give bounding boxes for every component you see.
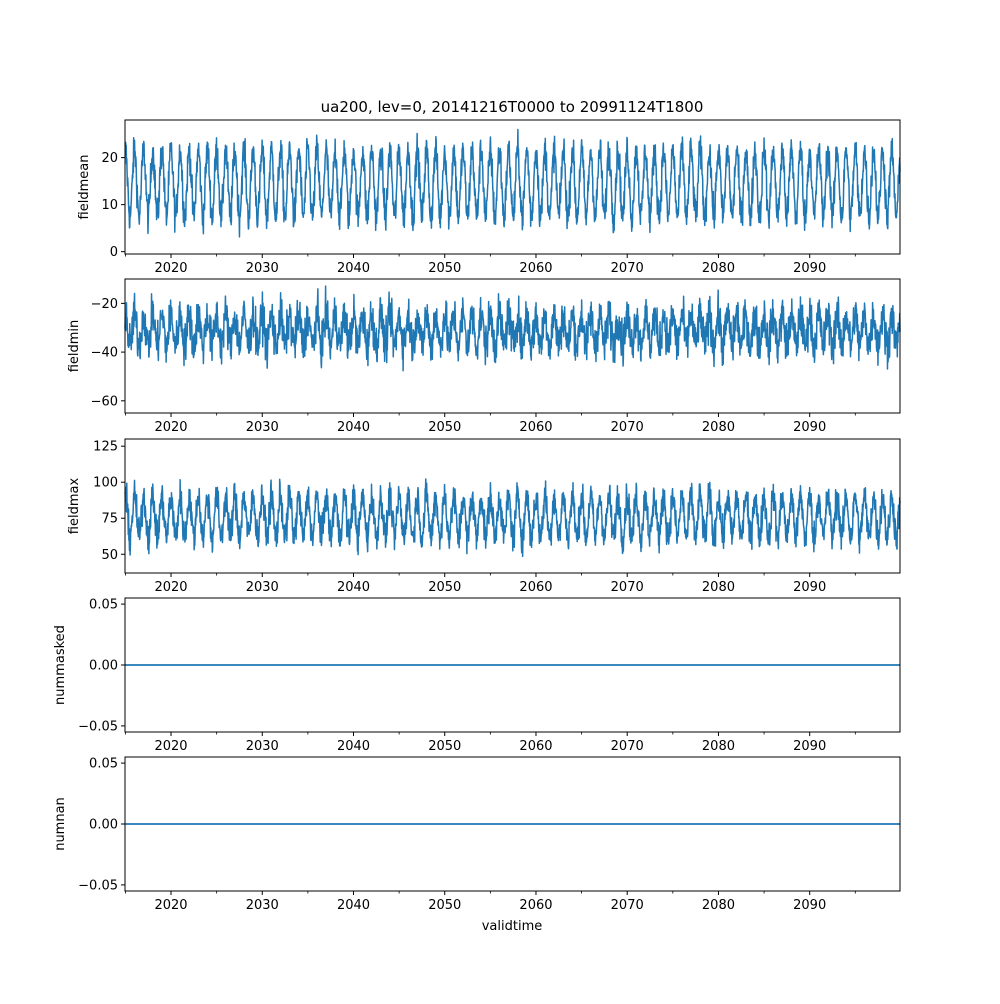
x-tick-label: 2020 bbox=[154, 580, 187, 595]
y-axis-label-numnan: numnan bbox=[53, 797, 68, 851]
x-tick-label: 2060 bbox=[519, 739, 552, 754]
x-tick-label: 2040 bbox=[337, 420, 370, 435]
panel-nummasked: −0.05 0.00 0.05 2020 2030 2040 2050 2060 2070 208… bbox=[53, 597, 901, 754]
x-tick-label: 2020 bbox=[154, 261, 187, 276]
x-tick-label: 2070 bbox=[611, 898, 644, 913]
y-tick-label: 125 bbox=[93, 440, 118, 455]
x-tick-label: 2050 bbox=[428, 261, 461, 276]
x-tick-label: 2040 bbox=[337, 739, 370, 754]
x-tick-label: 2090 bbox=[793, 580, 826, 595]
x-tick-label: 2040 bbox=[337, 580, 370, 595]
x-tick-label: 2070 bbox=[611, 739, 644, 754]
y-tick-label: −40 bbox=[91, 346, 118, 361]
axes-frame-fieldmax bbox=[124, 438, 901, 574]
x-tick-label: 2030 bbox=[246, 261, 279, 276]
y-tick-label: −20 bbox=[91, 297, 118, 312]
x-tick-label: 2040 bbox=[337, 261, 370, 276]
x-tick-label: 2090 bbox=[793, 420, 826, 435]
x-tick-label: 2020 bbox=[154, 420, 187, 435]
x-tick-label: 2060 bbox=[519, 898, 552, 913]
series-line-fieldmin bbox=[124, 285, 901, 372]
x-tick-label: 2080 bbox=[702, 420, 735, 435]
y-tick-label: −0.05 bbox=[78, 878, 118, 893]
x-tick-label: 2050 bbox=[428, 580, 461, 595]
y-axis-label-nummasked: nummasked bbox=[53, 625, 68, 705]
x-tick-label: 2050 bbox=[428, 420, 461, 435]
x-tick-label: 2050 bbox=[428, 739, 461, 754]
x-tick-label: 2060 bbox=[519, 420, 552, 435]
x-tick-label: 2090 bbox=[793, 739, 826, 754]
x-axis-label: validtime bbox=[482, 919, 543, 934]
x-tick-label: 2070 bbox=[611, 420, 644, 435]
chart-title: ua200, lev=0, 20141216T0000 to 20991124T… bbox=[321, 98, 704, 116]
panel-fieldmin: −60 −40 −20 2020 2030 2040 2050 2060 2070 2080 209… bbox=[67, 278, 901, 435]
x-tick-label: 2080 bbox=[702, 261, 735, 276]
x-tick-label: 2030 bbox=[246, 898, 279, 913]
panel-fieldmax: 50 75 100 125 2020 2030 2040 2050 2060 2070 2080 20… bbox=[67, 438, 901, 595]
y-tick-label: 0 bbox=[110, 245, 118, 260]
x-tick-label: 2020 bbox=[154, 898, 187, 913]
y-tick-label: 75 bbox=[101, 512, 118, 527]
x-tick-label: 2030 bbox=[246, 580, 279, 595]
x-tick-label: 2080 bbox=[702, 898, 735, 913]
x-tick-label: 2080 bbox=[702, 739, 735, 754]
x-tick-label: 2030 bbox=[246, 420, 279, 435]
x-tick-label: 2020 bbox=[154, 739, 187, 754]
y-tick-label: 10 bbox=[101, 198, 118, 213]
y-tick-label: −60 bbox=[91, 394, 118, 409]
y-axis-label-fieldmean: fieldmean bbox=[77, 155, 92, 220]
y-tick-label: 0.05 bbox=[89, 598, 118, 613]
panel-numnan: −0.05 0.00 0.05 2020 2030 2040 2050 2060 2070 208… bbox=[53, 756, 901, 913]
axes-frame-fieldmean bbox=[124, 119, 901, 255]
axes-frame-fieldmin bbox=[124, 278, 901, 414]
x-tick-label: 2090 bbox=[793, 898, 826, 913]
x-tick-label: 2060 bbox=[519, 580, 552, 595]
series-line-fieldmean bbox=[124, 128, 901, 238]
y-tick-label: 0.00 bbox=[89, 818, 118, 833]
y-tick-label: 100 bbox=[93, 476, 118, 491]
y-tick-label: 50 bbox=[101, 548, 118, 563]
x-tick-label: 2070 bbox=[611, 580, 644, 595]
x-tick-label: 2060 bbox=[519, 261, 552, 276]
series-line-fieldmax bbox=[124, 478, 901, 558]
y-axis-label-fieldmin: fieldmin bbox=[67, 320, 82, 373]
x-tick-label: 2050 bbox=[428, 898, 461, 913]
x-tick-label: 2090 bbox=[793, 261, 826, 276]
y-axis-label-fieldmax: fieldmax bbox=[67, 478, 82, 535]
x-tick-label: 2080 bbox=[702, 580, 735, 595]
y-tick-label: 20 bbox=[101, 151, 118, 166]
x-tick-label: 2030 bbox=[246, 739, 279, 754]
y-tick-label: 0.00 bbox=[89, 659, 118, 674]
y-tick-label: 0.05 bbox=[89, 757, 118, 772]
x-tick-label: 2070 bbox=[611, 261, 644, 276]
x-tick-label: 2040 bbox=[337, 898, 370, 913]
y-tick-label: −0.05 bbox=[78, 719, 118, 734]
